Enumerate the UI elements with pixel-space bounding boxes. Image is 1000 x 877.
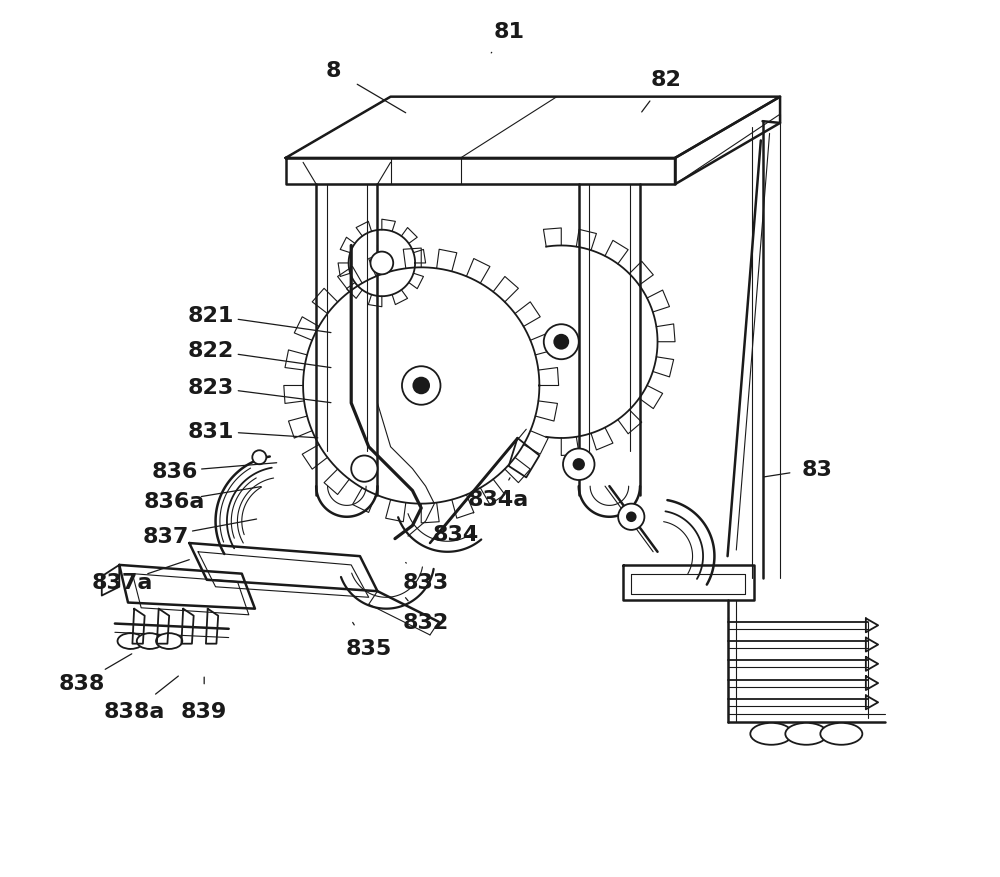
Text: 838a: 838a [103, 702, 165, 721]
Ellipse shape [820, 723, 862, 745]
Ellipse shape [156, 633, 182, 649]
Circle shape [402, 367, 440, 405]
Ellipse shape [137, 633, 163, 649]
Circle shape [618, 504, 644, 531]
Ellipse shape [118, 633, 144, 649]
Circle shape [627, 513, 636, 522]
Text: 821: 821 [188, 306, 234, 326]
Text: 834a: 834a [468, 489, 529, 510]
Text: 833: 833 [402, 573, 449, 593]
Text: 834: 834 [433, 524, 479, 545]
Text: 835: 835 [346, 638, 392, 659]
Text: 82: 82 [651, 70, 682, 90]
Text: 837: 837 [142, 526, 189, 546]
Text: 836: 836 [151, 461, 198, 481]
Text: 836a: 836a [144, 491, 205, 511]
Circle shape [563, 449, 595, 481]
Text: 83: 83 [801, 459, 832, 479]
Circle shape [370, 253, 393, 275]
Circle shape [351, 456, 377, 482]
Text: 832: 832 [402, 612, 449, 632]
Text: 8: 8 [326, 61, 341, 82]
Ellipse shape [750, 723, 792, 745]
Text: 831: 831 [188, 422, 234, 441]
Text: 81: 81 [493, 22, 524, 42]
Text: 837a: 837a [91, 573, 153, 593]
Text: 839: 839 [181, 702, 227, 721]
Ellipse shape [785, 723, 827, 745]
Text: 822: 822 [188, 341, 234, 361]
Circle shape [252, 451, 266, 465]
Circle shape [544, 324, 579, 360]
Text: 823: 823 [188, 378, 234, 398]
Circle shape [413, 378, 429, 394]
Text: 838: 838 [58, 674, 105, 694]
Circle shape [554, 335, 568, 349]
Circle shape [574, 460, 584, 470]
